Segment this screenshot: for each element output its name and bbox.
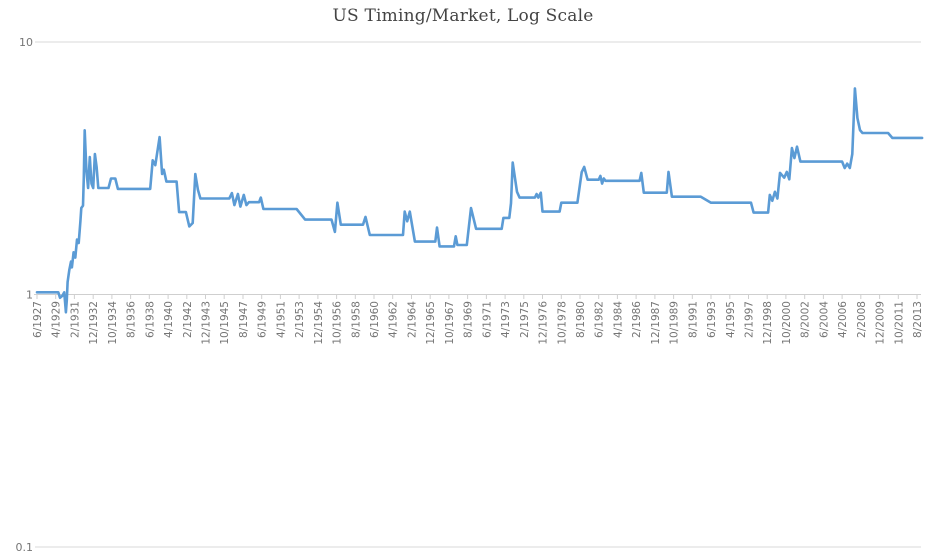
x-axis-tick-label: 2/1953: [294, 301, 306, 338]
x-axis-tick-label: 2/1931: [69, 301, 81, 338]
x-axis-tick-label: 6/1938: [144, 301, 156, 338]
x-axis-tick-label: 2/1986: [631, 301, 643, 338]
x-axis-tick-label: 12/1998: [762, 301, 774, 345]
x-axis-tick-label: 8/1969: [463, 301, 475, 338]
x-axis-tick-label: 4/2006: [837, 301, 849, 338]
x-axis-tick-label: 12/2009: [875, 301, 887, 345]
x-axis-tick-label: 2/1964: [407, 301, 419, 338]
x-axis-tick-label: 10/1978: [556, 301, 568, 345]
x-axis-tick-label: 4/1929: [51, 301, 63, 338]
x-axis-tick-label: 4/1940: [163, 301, 175, 338]
x-axis-tick-label: 10/2000: [781, 301, 793, 345]
x-axis-tick-label: 6/1927: [32, 301, 44, 338]
chart-title: US Timing/Market, Log Scale: [332, 6, 594, 26]
x-axis-tick-label: 6/1971: [481, 301, 493, 338]
x-axis-tick-label: 8/1947: [238, 301, 250, 338]
x-axis-tick-label: 10/1945: [219, 301, 231, 345]
x-axis-tick-label: 6/1960: [369, 301, 381, 338]
x-axis-tick-label: 12/1943: [201, 301, 213, 345]
series-line: [35, 87, 924, 314]
x-axis-tick-label: 10/1934: [107, 301, 119, 345]
x-axis-tick-label: 6/2004: [818, 301, 830, 338]
x-axis-tick-label: 6/1982: [594, 301, 606, 338]
x-axis-tick-label: 6/1949: [257, 301, 269, 338]
x-axis-tick-label: 2/1997: [744, 301, 756, 338]
x-axis-tick-label: 2/1975: [519, 301, 531, 338]
x-axis-tick-label: 4/1984: [612, 301, 624, 338]
x-axis-tick-label: 10/1989: [669, 301, 681, 345]
x-axis-tick-label: 12/1932: [88, 301, 100, 345]
x-axis-tick-label: 2/1942: [182, 301, 194, 338]
x-axis-tick-label: 10/2011: [893, 301, 905, 345]
x-axis-tick-label: 8/2013: [912, 301, 924, 338]
x-axis-tick-label: 4/1995: [725, 301, 737, 338]
x-axis-tick-label: 12/1976: [538, 301, 550, 345]
x-axis-tick-label: 12/1987: [650, 301, 662, 345]
x-axis-tick-label: 12/1954: [313, 301, 325, 345]
y-axis-tick-label: 0.1: [16, 541, 34, 554]
x-axis-tick-label: 4/1973: [500, 301, 512, 338]
x-axis-tick-label: 4/1962: [388, 301, 400, 338]
x-axis-tick-label: 10/1956: [332, 301, 344, 345]
x-axis-tick-label: 6/1993: [706, 301, 718, 338]
x-axis-tick-label: 8/1991: [687, 301, 699, 338]
x-axis-tick-label: 4/1951: [275, 301, 287, 338]
y-axis-tick-label: 10: [19, 36, 33, 49]
x-axis-tick-label: 8/1980: [575, 301, 587, 338]
x-axis-tick-label: 8/2002: [800, 301, 812, 338]
x-axis-tick-label: 8/1958: [350, 301, 362, 338]
x-axis-tick-label: 10/1967: [444, 301, 456, 345]
x-axis-tick-label: 12/1965: [425, 301, 437, 345]
y-axis-tick-label: 1: [26, 289, 33, 302]
x-axis-tick-label: 8/1936: [126, 301, 138, 338]
x-axis-tick-label: 2/2008: [856, 301, 868, 338]
